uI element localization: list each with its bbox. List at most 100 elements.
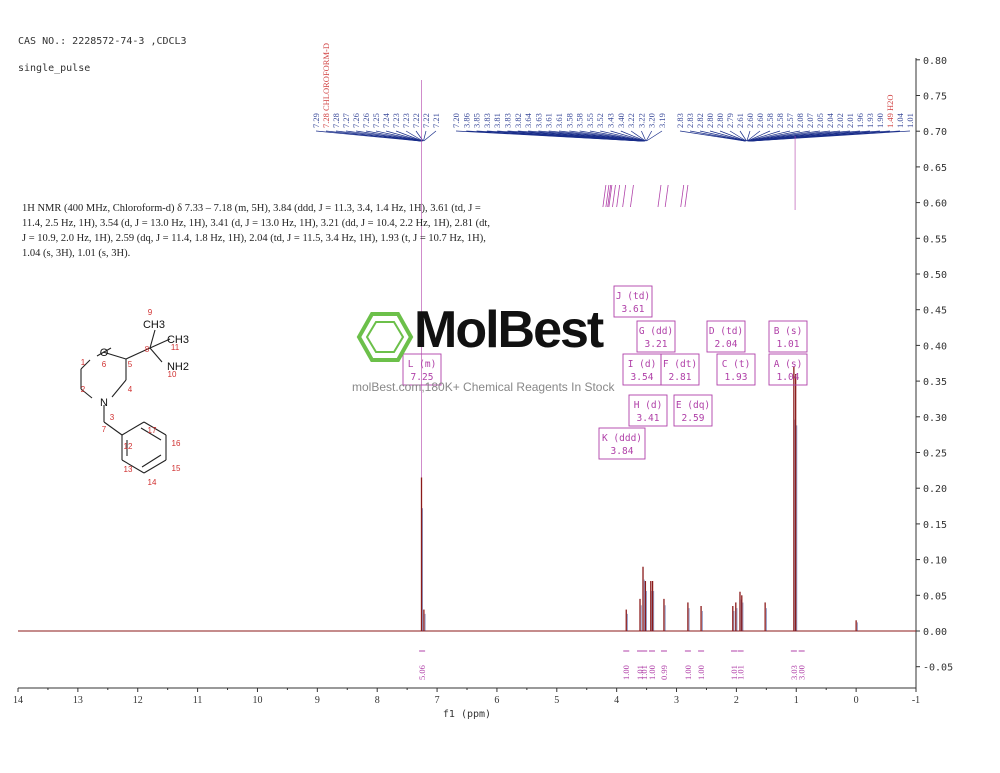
- bond: [140, 427, 162, 441]
- peak-right-label: 2.80: [705, 113, 715, 128]
- peak-right-label: 2.08: [795, 113, 805, 128]
- peak-mid-label: 3.19: [657, 113, 667, 128]
- multiplet-id: B (s): [774, 326, 803, 337]
- peak-right-leader: [719, 130, 747, 142]
- integral-marker: [607, 184, 612, 208]
- multiplet-shift: 7.25: [411, 372, 434, 383]
- multiplet-box: [768, 353, 808, 386]
- y-tick-label: 0.40: [923, 341, 947, 352]
- peak-mid-leader: [645, 130, 653, 142]
- bond: [111, 379, 127, 398]
- peak-left-label: 7.22: [421, 113, 431, 128]
- bond: [80, 359, 91, 370]
- peak-mid-leader: [620, 130, 646, 142]
- y-tick-label: 0.35: [923, 377, 947, 388]
- multiplet-id: I (d): [628, 359, 657, 370]
- multiplet-box: [402, 353, 442, 386]
- atom-label: CH3: [143, 319, 165, 331]
- integral-value: 1.00: [696, 665, 706, 680]
- multiplet-id: H (d): [634, 400, 663, 411]
- multiplet-shift: 2.81: [669, 372, 692, 383]
- spectrum-trace: [420, 366, 858, 631]
- peak-right-label: 1.96: [855, 113, 865, 128]
- multiplet-id: L (m): [408, 359, 437, 370]
- y-tick-label: 0.15: [923, 520, 947, 531]
- molbest-logo: [356, 312, 414, 362]
- integral-value: 3.00: [797, 665, 807, 680]
- peak-left-leader: [395, 130, 423, 142]
- y-tick-label: 0.50: [923, 270, 947, 281]
- multiplet-id: E (dq): [676, 400, 710, 411]
- y-tick-label: 0.05: [923, 591, 947, 602]
- carbon-number: 17: [148, 426, 157, 435]
- carbon-number: 12: [124, 442, 133, 451]
- peak-mid-label: 3.61: [554, 113, 564, 128]
- peak-mid-label: 3.20: [647, 113, 657, 128]
- y-tick-label: 0.30: [923, 413, 947, 424]
- multiplet-id: A (s): [774, 359, 803, 370]
- integral-value: 1.01: [736, 665, 746, 680]
- x-tick-label: 11: [193, 695, 203, 706]
- peak-left-label: 7.23: [391, 113, 401, 128]
- multiplet-shift: 2.59: [682, 413, 705, 424]
- integral-value: 5.06: [417, 665, 427, 680]
- multiplet-box: [613, 285, 653, 318]
- multiplet-id: K (ddd): [602, 433, 642, 444]
- y-tick-label: 0.20: [923, 484, 947, 495]
- peak-mid-label: 3.82: [513, 113, 523, 128]
- bond: [102, 351, 127, 360]
- integral-value: 1.01: [635, 665, 645, 680]
- x-tick-label: 1: [794, 695, 799, 706]
- y-tick-label: 0.70: [923, 127, 947, 138]
- carbon-number: 14: [148, 478, 157, 487]
- peak-left-leader: [405, 130, 424, 142]
- carbon-number: 4: [128, 385, 133, 394]
- peak-mid-label: 3.86: [461, 113, 471, 128]
- peak-right-label: 2.61: [735, 113, 745, 128]
- carbon-number: 8: [145, 345, 150, 354]
- peak-left-label: 7.22: [411, 113, 421, 128]
- peak-mid-label: 3.63: [533, 113, 543, 128]
- peak-left-leader: [385, 130, 423, 142]
- integral-value: 1.00: [621, 665, 631, 680]
- integral-marker: [664, 184, 669, 208]
- carbon-number: 15: [172, 464, 181, 473]
- multiplet-box: [716, 353, 756, 386]
- multiplet-shift: 1.04: [777, 372, 800, 383]
- peak-right-label: 2.82: [695, 113, 705, 128]
- carbon-number: 7: [102, 425, 107, 434]
- multiplet-box: [673, 394, 713, 427]
- y-tick-label: 0.55: [923, 234, 947, 245]
- x-tick-label: -1: [912, 695, 920, 706]
- peak-right-label: 2.60: [755, 113, 765, 128]
- peak-right-label: 2.58: [765, 113, 775, 128]
- peak-right-leader: [739, 130, 747, 142]
- y-tick-label: 0.25: [923, 449, 947, 460]
- peak-left-leader: [415, 130, 424, 142]
- carbon-number: 13: [124, 465, 133, 474]
- peak-mid-leader: [630, 130, 646, 142]
- peak-right-leader: [751, 130, 911, 142]
- peak-mid-label: 3.22: [636, 113, 646, 128]
- peak-mid-label: 3.22: [626, 113, 636, 128]
- bond: [125, 347, 151, 360]
- peak-mid-label: 3.40: [616, 113, 626, 128]
- logo-hexagon-icon: [356, 312, 414, 362]
- x-tick-label: 7: [435, 695, 440, 706]
- multiplet-box: [706, 320, 746, 353]
- peak-left-label: 7.29: [311, 113, 321, 128]
- multiplet-id: C (t): [722, 359, 751, 370]
- peak-right-leader: [747, 130, 771, 142]
- multiplet-id: F (dt): [663, 359, 697, 370]
- x-axis-label: f1 (ppm): [443, 709, 491, 720]
- peak-mid-label: 3.52: [595, 113, 605, 128]
- pulse-sequence: single_pulse: [18, 63, 91, 74]
- peak-right-label: 2.04: [825, 112, 835, 128]
- y-tick-label: 0.60: [923, 199, 947, 210]
- bond: [149, 329, 156, 349]
- logo-inner-hexagon-icon: [365, 321, 405, 353]
- carbon-number: 2: [81, 385, 86, 394]
- peak-right-leader: [689, 130, 746, 142]
- peak-left-label: 7.23: [401, 113, 411, 128]
